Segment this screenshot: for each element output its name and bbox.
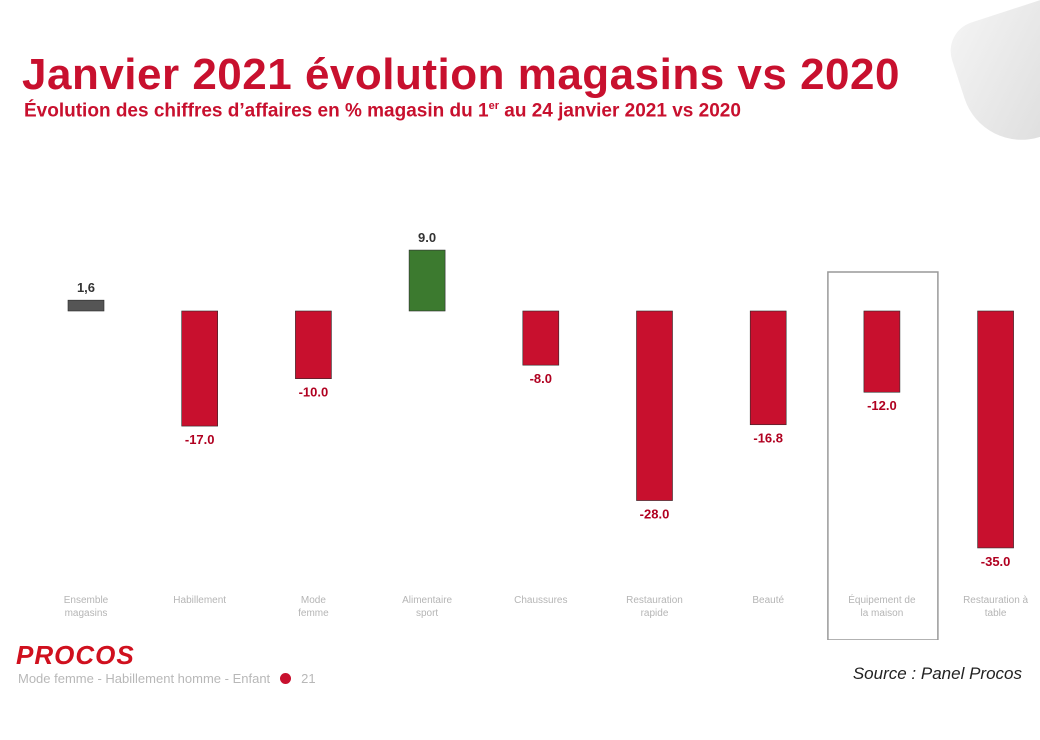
bar (749, 310, 787, 426)
bar (863, 310, 901, 393)
category-label: Chaussures (514, 595, 567, 606)
category-label: Restauration à table (963, 595, 1028, 619)
bar (977, 310, 1014, 549)
legend-value: 21 (301, 670, 316, 686)
category-label: Restauration rapide (626, 595, 683, 619)
page-title: Janvier 2021 évolution magasins vs 2020 (22, 50, 900, 99)
data-label: -28.0 (640, 507, 670, 522)
chart-legend: Mode femme - Habillement homme - Enfant … (18, 668, 316, 688)
data-label: -17.0 (185, 432, 215, 447)
data-label: -8.0 (530, 371, 552, 386)
subtitle-main: Évolution des chiffres d’affaires en % m… (24, 100, 489, 122)
data-label: -35.0 (981, 554, 1011, 569)
bar (636, 310, 673, 501)
category-label: Ensemble magasins (64, 595, 109, 619)
bar (181, 310, 218, 427)
bar (408, 249, 446, 312)
category-label: Équipement de la maison (848, 593, 916, 619)
category-label: Mode femme (298, 595, 329, 619)
data-label: -16.8 (753, 431, 783, 446)
bar (295, 310, 332, 379)
bar (67, 299, 105, 312)
subtitle-tail: au 24 janvier 2021 vs 2020 (498, 100, 741, 122)
data-label: -12.0 (867, 398, 897, 413)
category-label: Beauté (752, 595, 784, 606)
bar (522, 310, 560, 366)
category-label: Habillement (173, 595, 226, 606)
highlight-frame (827, 271, 939, 640)
data-label: 9.0 (418, 230, 436, 245)
procos-logo: PROCOS (16, 640, 135, 670)
data-label: 1,6 (77, 280, 95, 295)
legend-swatch (280, 672, 292, 684)
category-label: Alimentaire sport (402, 595, 452, 619)
bar-chart: 1,6 Ensemble magasins -17.0 Habillement -10.0… (64, 230, 1029, 640)
page-subtitle: Évolution des chiffres d’affaires en % m… (24, 100, 741, 122)
legend-text: Mode femme - Habillement homme - Enfant (18, 670, 271, 686)
data-label: -10.0 (299, 385, 329, 400)
source-note: Source : Panel Procos (852, 664, 1022, 683)
subtitle-superscript: er (488, 100, 499, 112)
